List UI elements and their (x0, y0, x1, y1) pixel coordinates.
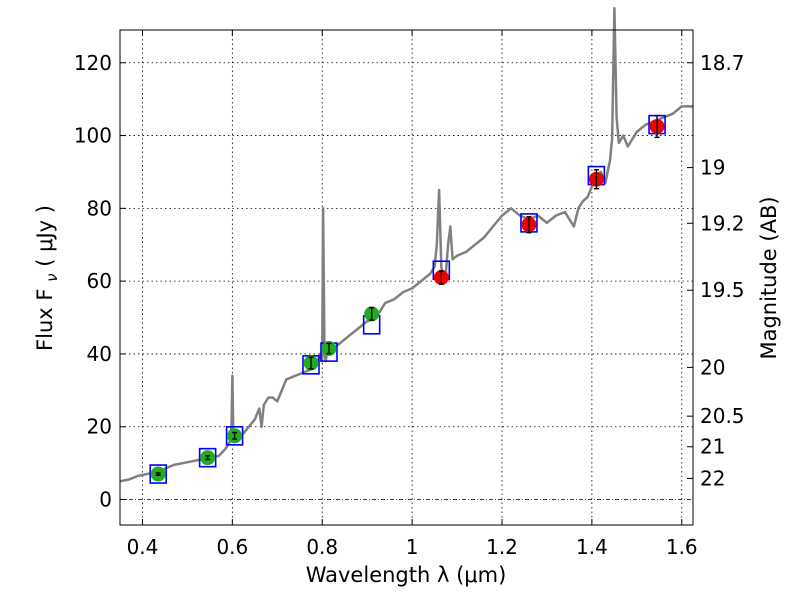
y-tick-label: 100 (74, 124, 112, 148)
right-tick-label: 19 (700, 156, 725, 180)
right-tick-label: 20 (700, 355, 725, 379)
model-photometry-square (225, 426, 244, 446)
plot-background (120, 30, 693, 525)
gridlines (120, 30, 693, 525)
x-tick-label: 1 (406, 535, 419, 559)
y-tick-label: 0 (99, 488, 112, 512)
model-photometry-square (198, 447, 217, 468)
y-tick-label: 80 (87, 196, 112, 220)
plot-frame (119, 29, 694, 526)
x-axis-label: Wavelength λ (μm) (306, 563, 507, 587)
x-tick-label: 0.8 (306, 535, 338, 559)
y-tick-label: 120 (74, 51, 112, 75)
right-tick-label: 22 (700, 466, 725, 490)
right-tick-label: 20.5 (700, 404, 745, 428)
y-axis-label: Flux F ν ( μJy ) (33, 205, 62, 351)
model-photometry-square (149, 464, 167, 484)
y-tick-label: 40 (87, 342, 112, 366)
x-tick-label: 1.6 (666, 535, 698, 559)
right-tick-label: 19.5 (700, 278, 745, 302)
y-axis-label-subscript: ν (43, 273, 61, 281)
right-tick-label: 21 (700, 435, 725, 459)
right-axis-label: Magnitude (AB) (757, 196, 781, 359)
points-layer (150, 114, 665, 482)
right-tick-label: 19.2 (700, 211, 745, 235)
right-tick-label: 18.7 (700, 51, 745, 75)
x-tick-label: 0.4 (127, 535, 159, 559)
ticks: 0.4 0.6 0.8 1 1.2 1.4 1.6 0 20 40 60 80 100 120 18.7 19… (74, 30, 745, 559)
y-axis-label-main: Flux F (33, 289, 57, 351)
x-tick-label: 0.6 (216, 535, 248, 559)
x-tick-label: 1.2 (486, 535, 518, 559)
y-tick-label: 20 (87, 415, 112, 439)
y-tick-label: 60 (87, 269, 112, 293)
y-axis-label-unit: ( μJy ) (33, 205, 57, 267)
x-tick-label: 1.4 (576, 535, 608, 559)
